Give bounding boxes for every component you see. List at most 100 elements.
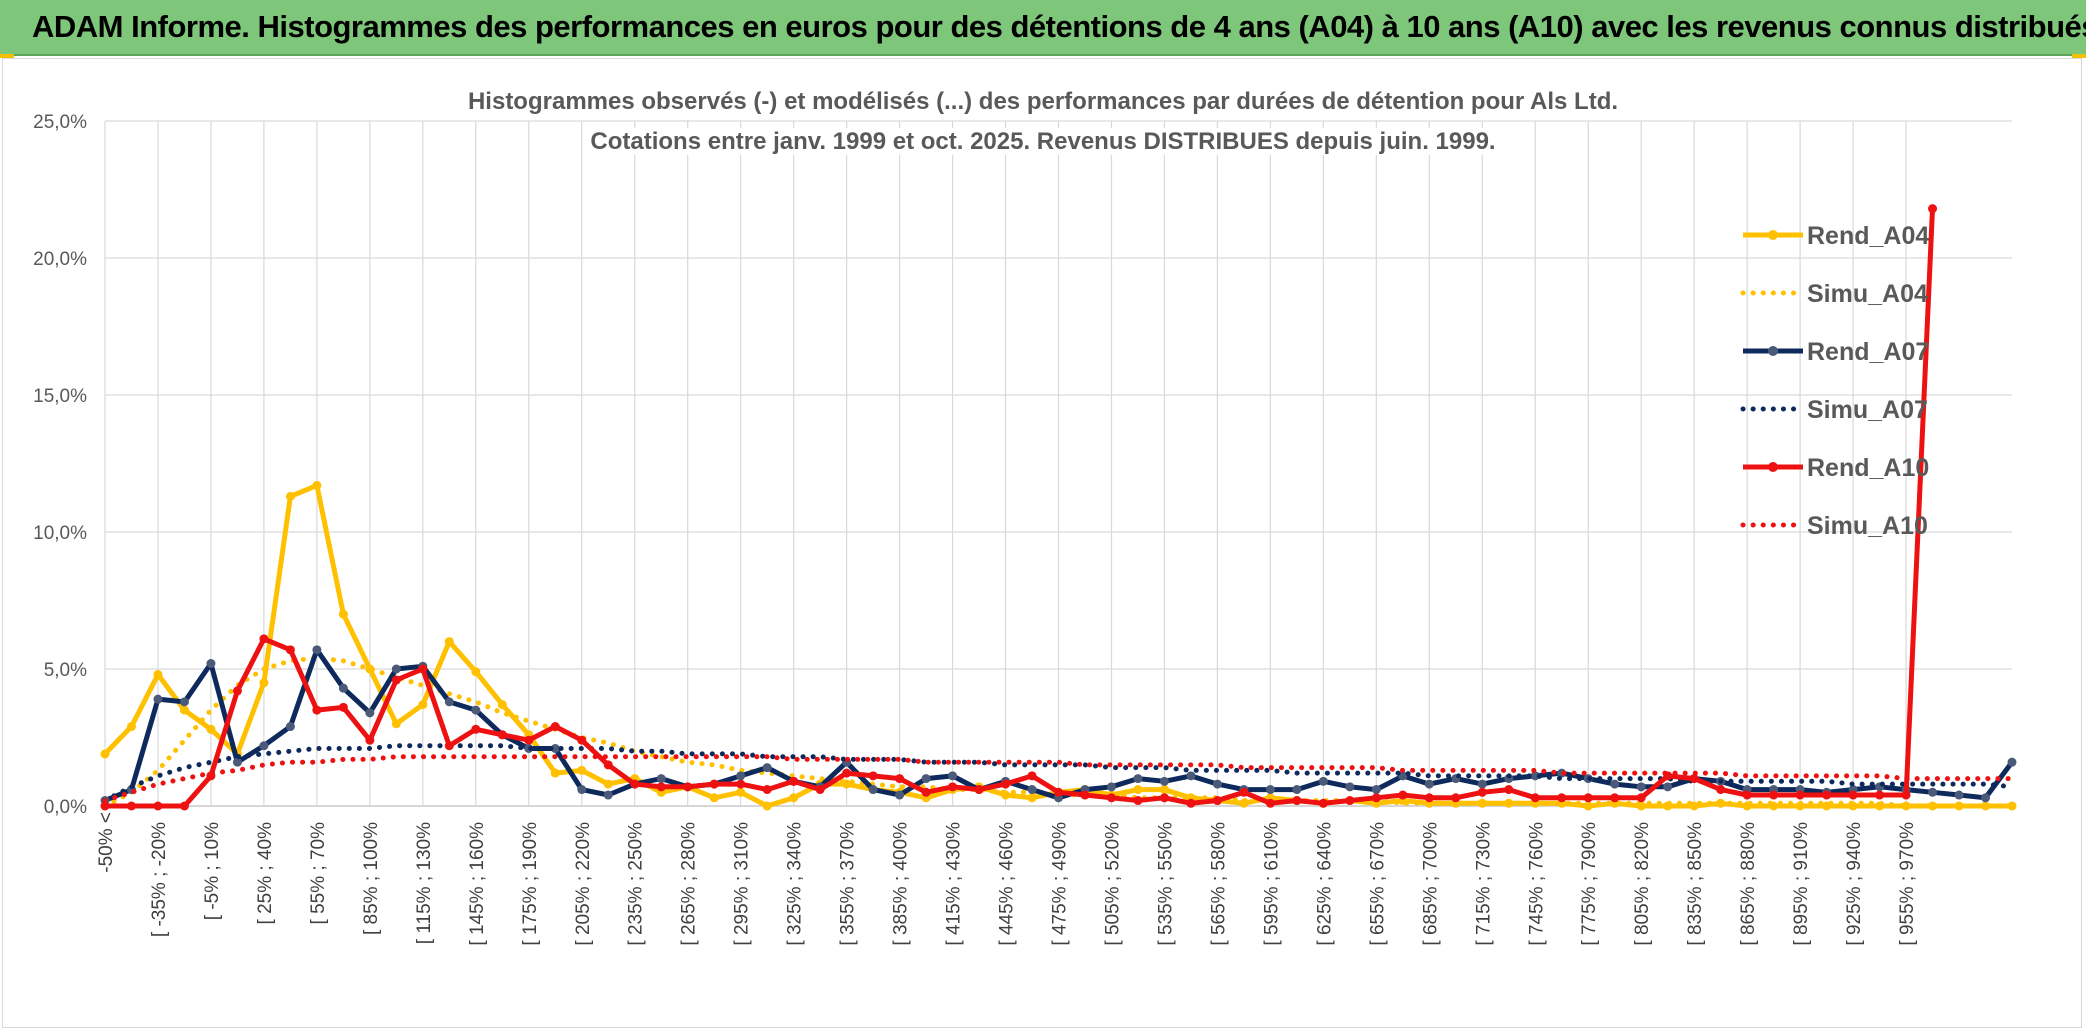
data-point-Rend_A07 xyxy=(259,741,269,751)
x-tick-label: [ 295% ; 310% xyxy=(732,822,753,946)
data-point-Rend_A07 xyxy=(391,664,401,674)
data-point-Rend_A10 xyxy=(153,801,163,811)
data-point-Rend_A10 xyxy=(1610,793,1620,803)
data-point-Rend_A07 xyxy=(895,790,905,800)
data-point-Rend_A04 xyxy=(1901,801,1911,811)
data-point-Rend_A07 xyxy=(1106,782,1116,792)
data-point-Rend_A10 xyxy=(709,779,719,789)
data-point-Rend_A10 xyxy=(1265,798,1275,808)
data-point-Rend_A07 xyxy=(1424,779,1434,789)
data-point-Rend_A07 xyxy=(1027,785,1037,795)
data-point-Rend_A07 xyxy=(1371,785,1381,795)
data-point-Rend_A07 xyxy=(444,697,454,707)
data-point-Rend_A10 xyxy=(1212,796,1222,806)
data-point-Rend_A04 xyxy=(1027,793,1037,803)
x-tick-label: [ 265% ; 280% xyxy=(679,822,700,946)
series-line-Simu_A04 xyxy=(102,655,2015,809)
data-point-Rend_A10 xyxy=(1080,790,1090,800)
data-point-Rend_A07 xyxy=(1318,776,1328,786)
data-point-Rend_A10 xyxy=(312,705,322,715)
data-point-Rend_A07 xyxy=(1159,776,1169,786)
data-point-Rend_A10 xyxy=(1716,785,1726,795)
data-point-Rend_A04 xyxy=(391,719,401,729)
data-point-Rend_A10 xyxy=(1398,790,1408,800)
x-tick-label: [ 835% ; 850% xyxy=(1685,822,1706,946)
data-point-Rend_A10 xyxy=(683,782,693,792)
x-tick-label: [ 55% ; 70% xyxy=(308,822,329,925)
series-line-Simu_A10 xyxy=(102,754,2015,803)
data-point-Rend_A04 xyxy=(312,480,322,490)
data-point-Rend_A10 xyxy=(444,741,454,751)
legend-label-Simu_A07: Simu_A07 xyxy=(1807,396,1928,424)
data-point-Rend_A10 xyxy=(1530,793,1540,803)
data-point-Rend_A10 xyxy=(1371,793,1381,803)
data-point-Rend_A07 xyxy=(206,659,216,669)
corner-mark-right xyxy=(2072,54,2086,58)
data-point-Rend_A10 xyxy=(948,782,958,792)
x-tick-label: [ 475% ; 490% xyxy=(1050,822,1071,946)
data-point-Rend_A10 xyxy=(524,735,534,745)
data-point-Rend_A10 xyxy=(550,722,560,732)
data-point-Rend_A10 xyxy=(285,645,295,655)
data-point-Rend_A10 xyxy=(1848,790,1858,800)
x-tick-label: [ 595% ; 610% xyxy=(1261,822,1282,946)
data-point-Rend_A10 xyxy=(762,785,772,795)
data-point-Rend_A07 xyxy=(948,771,958,781)
data-point-Rend_A04 xyxy=(736,787,746,797)
x-tick-label: [ 115% ; 130% xyxy=(414,822,435,944)
chart-title-line-1: Histogrammes observés (-) et modélisés (… xyxy=(0,88,2086,116)
data-point-Rend_A10 xyxy=(789,776,799,786)
data-point-Rend_A07 xyxy=(603,790,613,800)
x-tick-label: -50% < xyxy=(96,812,117,873)
data-point-Rend_A07 xyxy=(1133,774,1143,784)
y-tick-label: 5,0% xyxy=(44,660,87,681)
data-point-Rend_A07 xyxy=(1530,771,1540,781)
chart-title-text-1: Histogrammes observés (-) et modélisés (… xyxy=(463,88,1623,115)
data-point-Rend_A04 xyxy=(285,491,295,501)
y-tick-label: 0,0% xyxy=(44,797,87,818)
x-tick-label: [ 385% ; 400% xyxy=(891,822,912,946)
data-point-Rend_A04 xyxy=(789,793,799,803)
data-point-Rend_A10 xyxy=(603,760,613,770)
data-point-Rend_A04 xyxy=(1133,785,1143,795)
data-point-Rend_A10 xyxy=(1054,787,1063,797)
report-title: ADAM Informe. Histogrammes des performan… xyxy=(32,9,2086,44)
x-tick-label: [ 715% ; 730% xyxy=(1473,822,1494,946)
data-point-Rend_A10 xyxy=(1345,796,1355,806)
data-point-Rend_A10 xyxy=(1133,796,1143,806)
x-tick-label: [ 925% ; 940% xyxy=(1844,822,1865,946)
data-point-Rend_A04 xyxy=(126,722,136,732)
data-point-Rend_A07 xyxy=(1212,779,1222,789)
data-point-Rend_A10 xyxy=(1875,790,1885,800)
data-point-Rend_A10 xyxy=(179,801,189,811)
legend-label-Rend_A10: Rend_A10 xyxy=(1807,454,1929,482)
data-point-Rend_A10 xyxy=(895,774,905,784)
data-point-Rend_A10 xyxy=(1928,204,1938,214)
x-tick-label: [ 25% ; 40% xyxy=(255,822,276,925)
legend-marker-Rend_A04 xyxy=(1768,230,1778,240)
data-point-Rend_A07 xyxy=(1292,785,1302,795)
data-point-Rend_A10 xyxy=(259,634,269,644)
data-point-Rend_A10 xyxy=(630,779,640,789)
data-point-Rend_A10 xyxy=(736,779,746,789)
data-point-Rend_A10 xyxy=(126,801,136,811)
x-tick-label: [ 625% ; 640% xyxy=(1314,822,1335,946)
data-point-Rend_A10 xyxy=(1451,793,1461,803)
legend-label-Rend_A04: Rend_A04 xyxy=(1807,222,1929,250)
data-point-Rend_A07 xyxy=(762,763,772,773)
data-point-Rend_A07 xyxy=(471,705,481,715)
data-point-Rend_A10 xyxy=(365,735,375,745)
data-point-Rend_A10 xyxy=(1769,790,1779,800)
y-tick-label: 20,0% xyxy=(33,249,87,270)
x-tick-label: [ 325% ; 340% xyxy=(785,822,806,946)
x-tick-label: [ 445% ; 460% xyxy=(997,822,1018,946)
data-point-Rend_A10 xyxy=(1477,787,1487,797)
data-point-Rend_A07 xyxy=(2007,757,2017,767)
x-tick-label: [ 655% ; 670% xyxy=(1367,822,1388,946)
data-point-Rend_A10 xyxy=(418,664,428,674)
x-tick-label: [ 85% ; 100% xyxy=(361,822,382,935)
x-tick-label: [ 745% ; 760% xyxy=(1526,822,1547,946)
data-point-Rend_A10 xyxy=(1318,798,1328,808)
legend-label-Simu_A10: Simu_A10 xyxy=(1807,512,1928,540)
data-point-Rend_A10 xyxy=(1424,793,1434,803)
